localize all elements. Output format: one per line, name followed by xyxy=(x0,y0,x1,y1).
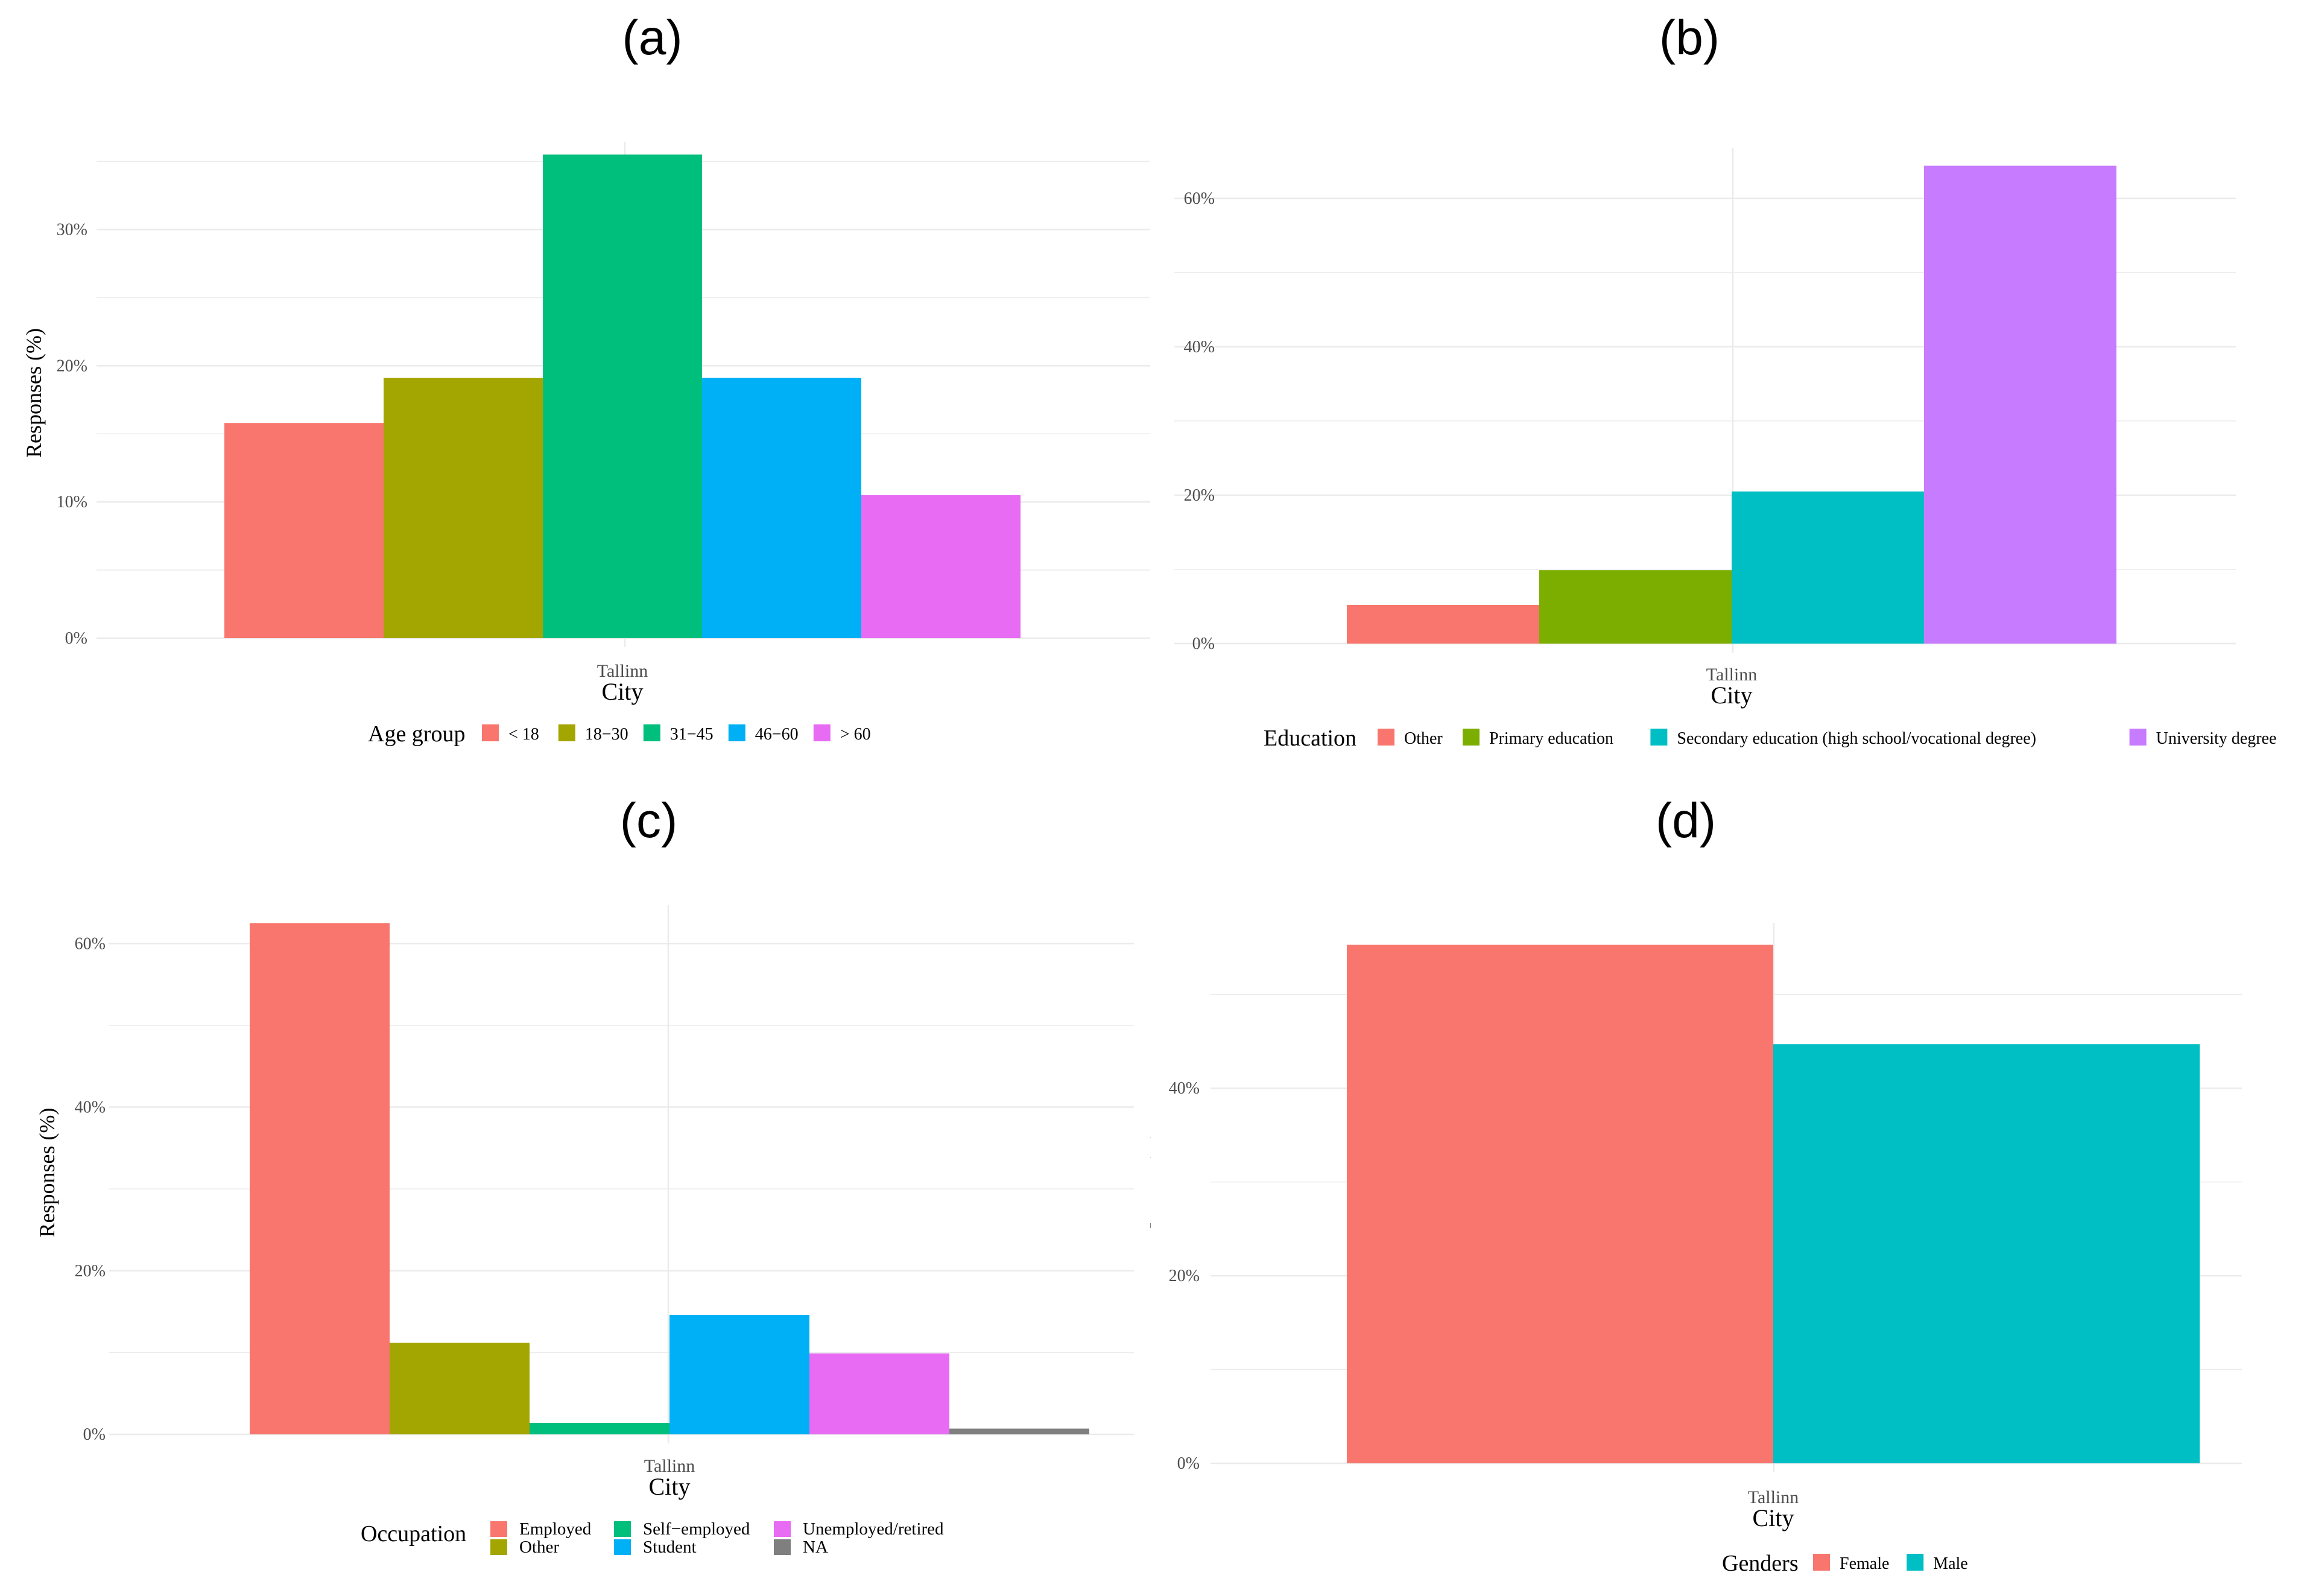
legend-label: Female xyxy=(1840,1554,1889,1573)
bar-primary-education xyxy=(1539,570,1732,644)
bar-student xyxy=(669,1314,809,1434)
legend-swatch xyxy=(813,724,831,741)
legend-label: 46−60 xyxy=(755,725,799,744)
legend-title: Genders xyxy=(1722,1551,1799,1576)
legend-title: Age group xyxy=(368,721,465,747)
panel-label-b: (b) xyxy=(1659,10,1720,65)
legend-label: Student xyxy=(643,1537,697,1557)
legend-swatch xyxy=(643,724,660,741)
legend-label: 18−30 xyxy=(585,725,628,744)
bar-18-30 xyxy=(384,378,543,638)
bar-46-60 xyxy=(702,378,861,638)
legend-swatch xyxy=(482,724,499,741)
bar-other xyxy=(390,1343,530,1434)
y-tick-label: 60% xyxy=(75,934,106,953)
y-tick-label: 20% xyxy=(1169,1267,1200,1285)
x-axis-label: City xyxy=(1753,1504,1794,1531)
y-tick-label: 40% xyxy=(1169,1079,1200,1098)
y-tick-label: 20% xyxy=(75,1262,106,1281)
legend-swatch xyxy=(490,1539,507,1555)
legend-swatch xyxy=(490,1521,507,1537)
panel-a: (a) 0% 10% 20% 30% Responses (%) Tallinn City Ag… xyxy=(0,0,1155,796)
legend-swatch xyxy=(2129,729,2147,746)
y-tick-label: 40% xyxy=(75,1098,106,1117)
legend-a: Age group < 18 18−30 31−45 46−60 > 60 xyxy=(368,721,871,747)
y-tick-label: 10% xyxy=(57,493,87,511)
y-tick-label: 20% xyxy=(1184,486,1215,505)
bar--60 xyxy=(861,495,1021,638)
panel-c: (c) 0% 20% 40% 60% Responses (%) Tallinn City Oc… xyxy=(0,793,1150,1593)
legend-label: > 60 xyxy=(840,725,871,744)
bar-unemployed-retired xyxy=(809,1353,949,1434)
x-tick-label: Tallinn xyxy=(1748,1487,1799,1507)
legend-swatch xyxy=(1463,729,1480,746)
legend-swatch xyxy=(728,724,745,741)
y-tick-label: 0% xyxy=(1177,1454,1200,1473)
legend-swatch xyxy=(614,1521,631,1537)
y-tick-label: 60% xyxy=(1184,189,1215,208)
panel-label-a: (a) xyxy=(622,10,682,65)
legend-label: 31−45 xyxy=(670,725,714,744)
y-tick-label: 0% xyxy=(1192,635,1215,653)
legend-b: Education Other Primary education Secondary… xyxy=(1264,726,2276,751)
bar-female xyxy=(1347,945,1773,1463)
legend-title: Education xyxy=(1264,726,1356,751)
legend-swatch xyxy=(614,1539,631,1555)
x-tick-label: Tallinn xyxy=(644,1456,695,1476)
x-axis-label: City xyxy=(602,678,644,705)
legend-swatch xyxy=(1650,729,1668,746)
legend-swatch xyxy=(774,1521,791,1537)
x-tick-label: Tallinn xyxy=(597,661,648,681)
bar-university-degree xyxy=(1924,165,2116,644)
legend-label: Self−employed xyxy=(643,1519,750,1539)
bar-31-45 xyxy=(543,154,702,639)
bar-na xyxy=(949,1428,1089,1434)
x-axis-label: City xyxy=(649,1473,691,1500)
legend-label: Unemployed/retired xyxy=(803,1519,944,1539)
legend-label: Other xyxy=(519,1537,559,1557)
y-axis-label: Responses (%) xyxy=(1150,1132,1151,1261)
legend-label: < 18 xyxy=(508,725,539,744)
panel-label-c: (c) xyxy=(620,796,678,848)
legend-label: Secondary education (high school/vocatio… xyxy=(1677,729,2036,748)
legend-label: Male xyxy=(1933,1554,1968,1573)
legend-swatch xyxy=(1907,1554,1924,1571)
legend-label: University degree xyxy=(2156,729,2277,748)
legend-swatch xyxy=(774,1539,791,1555)
y-tick-label: 0% xyxy=(83,1425,106,1444)
legend-swatch xyxy=(558,724,575,741)
chart-b: (b)0%20%40%60%Responses (%)TallinnCityEd… xyxy=(1107,10,2276,751)
y-tick-label: 30% xyxy=(57,221,87,239)
y-axis-label: Responses (%) xyxy=(35,1108,59,1238)
x-tick-label: Tallinn xyxy=(1706,665,1758,685)
y-axis-label: Responses (%) xyxy=(22,328,46,458)
x-axis-label: City xyxy=(1711,682,1753,709)
panel-b: (b)0%20%40%60%Responses (%)TallinnCityEd… xyxy=(1107,0,2301,796)
legend-d: Genders Female Male xyxy=(1722,1551,1968,1576)
bar--18 xyxy=(224,423,384,638)
y-tick-label: 0% xyxy=(65,629,87,648)
bar-self-employed xyxy=(530,1423,669,1434)
bar-other xyxy=(1347,605,1539,644)
panel-label-d: (d) xyxy=(1656,796,1716,848)
legend-label: NA xyxy=(803,1537,828,1557)
legend-label: Other xyxy=(1404,729,1443,748)
y-tick-label: 40% xyxy=(1184,338,1215,356)
bar-employed xyxy=(250,923,390,1434)
legend-swatch xyxy=(1813,1554,1830,1571)
legend-label: Primary education xyxy=(1489,729,1613,748)
legend-label: Employed xyxy=(519,1519,592,1539)
legend-title: Occupation xyxy=(361,1521,466,1547)
bar-secondary-education-high-school-vocational-degree- xyxy=(1732,491,1924,644)
legend-swatch xyxy=(1378,729,1394,746)
y-tick-label: 20% xyxy=(57,356,87,375)
bar-male xyxy=(1773,1044,2200,1463)
